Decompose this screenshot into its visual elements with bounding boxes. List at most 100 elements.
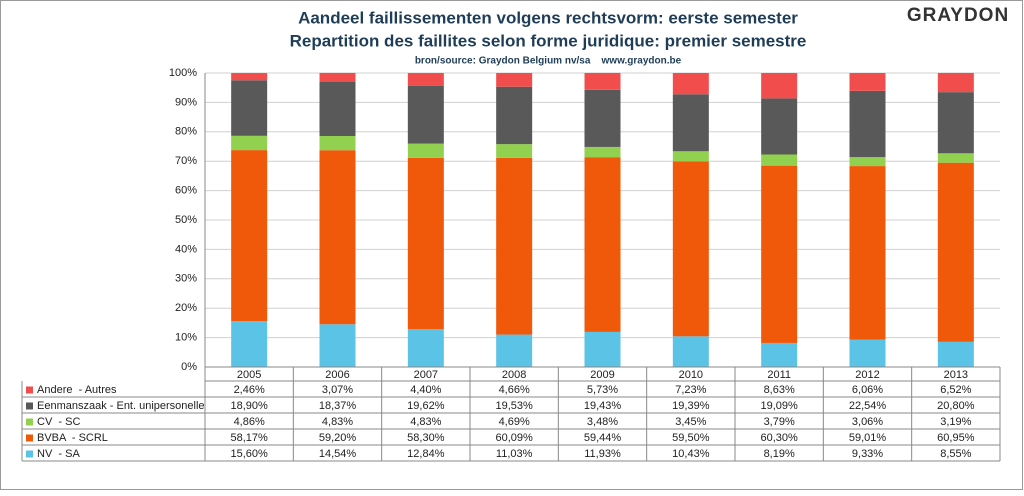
bar-segment [937,92,974,154]
table-cell: 5,73% [587,384,618,396]
table-cell: 18,90% [231,400,269,412]
x-tick-label: 2007 [414,369,438,381]
table-cell: 8,55% [940,448,971,460]
y-tick-label: 40% [175,243,197,255]
x-tick-label: 2009 [590,369,614,381]
bar-segment [849,90,886,158]
legend-label: Eenmanszaak - Ent. unipersonelle [37,400,205,412]
table-cell: 58,17% [231,432,269,444]
bar-segment [672,336,709,367]
chart-source: bron/source: Graydon Belgium nv/sa www.g… [415,56,682,67]
table-cell: 4,69% [499,416,530,428]
table-cell: 3,06% [852,416,883,428]
legend-swatch [26,402,33,410]
table-cell: 4,40% [410,384,441,396]
table-cell: 60,09% [496,432,534,444]
table-cell: 20,80% [937,400,975,412]
y-tick-label: 10% [175,332,197,344]
bar-segment [496,144,533,158]
y-tick-label: 30% [175,273,197,285]
bar-segment [496,334,533,367]
table-cell: 12,84% [407,448,445,460]
bar-segment [849,166,886,340]
table-cell: 11,03% [496,448,533,460]
table-cell: 59,50% [672,432,710,444]
bar-segment [407,85,444,144]
table-cell: 59,44% [584,432,622,444]
bar-segment [407,73,444,86]
bar-segment [231,80,268,136]
bar-segment [761,154,798,166]
bar-segment [407,157,444,330]
table-cell: 4,83% [322,416,353,428]
x-tick-label: 2005 [237,369,261,381]
table-cell: 3,07% [322,384,353,396]
legend-label: Andere - Autres [37,384,117,396]
bar-segment [496,157,533,335]
table-cell: 19,39% [672,400,710,412]
bar-segment [319,324,356,367]
table-cell: 6,52% [940,384,971,396]
bar-segment [496,86,533,145]
table-cell: 15,60% [231,448,269,460]
bar-segment [672,161,709,337]
table-cell: 59,20% [319,432,357,444]
y-tick-label: 100% [169,67,197,79]
table-cell: 58,30% [407,432,445,444]
bar-segment [849,157,886,167]
legend-label: CV - SC [37,416,80,428]
bar-segment [407,143,444,158]
table-cell: 19,43% [584,400,622,412]
table-cell: 4,66% [499,384,530,396]
x-tick-label: 2006 [325,369,349,381]
bar-segment [496,73,533,87]
y-tick-label: 0% [181,361,197,373]
chart-subtitle: Repartition des faillites selon forme ju… [290,31,807,50]
table-cell: 3,19% [940,416,971,428]
x-tick-label: 2010 [679,369,703,381]
bar-segment [231,321,268,367]
table-cell: 3,48% [587,416,618,428]
logo: GRAYDON [907,5,1009,26]
bar-segment [761,73,798,99]
table-cell: 7,23% [675,384,706,396]
bar-segment [231,135,268,151]
bar-segment [319,136,356,151]
bar-segment [672,94,709,152]
table-cell: 14,54% [319,448,357,460]
table-cell: 11,93% [584,448,621,460]
table-cell: 8,63% [764,384,795,396]
table-cell: 19,62% [407,400,445,412]
bar-segment [672,151,709,162]
y-tick-label: 50% [175,214,197,226]
legend-label: NV - SA [37,448,80,460]
table-cell: 6,06% [852,384,883,396]
bar-segment [672,73,709,95]
bar-segment [231,73,268,81]
chart-title: Aandeel faillissementen volgens rechtsvo… [298,8,798,27]
bar-segment [761,98,798,155]
table-cell: 59,01% [849,432,887,444]
bar-segment [584,72,621,90]
bar-segment [849,73,886,91]
table-cell: 2,46% [234,384,265,396]
y-tick-label: 60% [175,185,197,197]
table-cell: 3,45% [675,416,706,428]
bar-segment [937,162,974,342]
x-tick-label: 2013 [944,369,968,381]
table-cell: 60,30% [761,432,799,444]
x-tick-label: 2012 [855,369,879,381]
x-tick-label: 2008 [502,369,526,381]
table-cell: 10,43% [672,448,710,460]
bar-segment [937,72,974,93]
bar-segment [761,165,798,343]
bar-segment [761,342,798,367]
bar-segment [319,81,356,137]
legend-swatch [26,386,33,394]
bar-segment [584,146,621,158]
y-tick-label: 20% [175,302,197,314]
legend-swatch [26,450,33,458]
table-cell: 4,83% [410,416,441,428]
table-cell: 18,37% [319,400,357,412]
